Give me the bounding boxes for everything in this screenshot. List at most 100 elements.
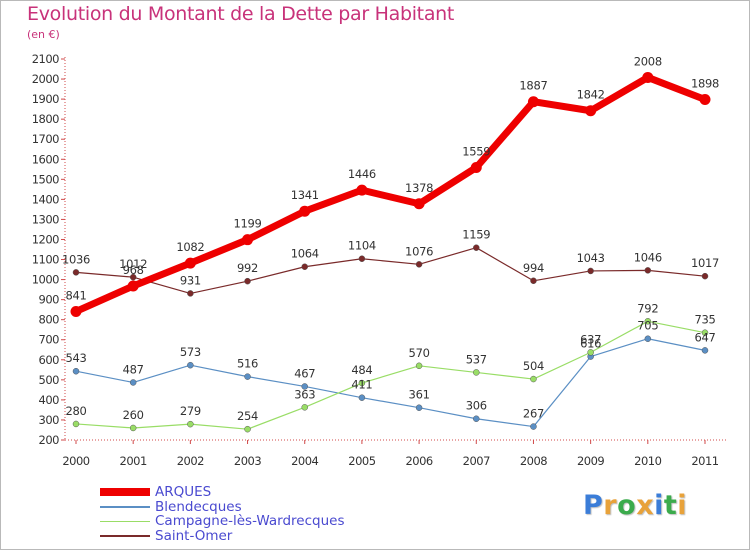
- data-point: [530, 375, 537, 383]
- data-point: [72, 420, 80, 428]
- data-point: [244, 373, 251, 380]
- y-tick-label: 800: [39, 313, 60, 327]
- data-label: 487: [123, 362, 144, 376]
- legend-swatch: [100, 520, 150, 522]
- y-tick-label: 1600: [32, 152, 59, 166]
- data-label: 1104: [348, 239, 376, 253]
- data-label: 1378: [405, 181, 433, 195]
- data-label: 1043: [577, 251, 605, 265]
- data-point: [642, 71, 654, 83]
- data-point: [701, 272, 709, 280]
- data-point: [242, 234, 254, 246]
- data-label: 968: [123, 263, 144, 277]
- x-tick-label: 2009: [577, 454, 604, 468]
- logo-letter: i: [677, 490, 688, 521]
- data-label: 279: [180, 404, 201, 418]
- data-label: 1036: [62, 252, 90, 266]
- data-point: [129, 424, 137, 432]
- legend-item: Campagne-lès-Wardrecques: [100, 514, 345, 529]
- data-label: 647: [694, 330, 715, 344]
- data-point: [356, 184, 368, 196]
- data-label: 616: [580, 337, 601, 351]
- y-tick-label: 300: [39, 413, 60, 427]
- data-point: [358, 379, 366, 387]
- legend-label: Blendecques: [155, 498, 242, 515]
- chart-subtitle: (en €): [27, 28, 60, 41]
- y-tick-label: 500: [39, 373, 60, 387]
- y-tick-label: 1100: [32, 253, 59, 267]
- data-label: 267: [523, 407, 544, 421]
- data-point: [587, 349, 594, 356]
- x-tick-label: 2002: [177, 454, 204, 468]
- y-tick-label: 1900: [32, 92, 59, 106]
- data-label: 1559: [462, 144, 490, 158]
- data-label: 1159: [462, 228, 490, 242]
- legend-label: Campagne-lès-Wardrecques: [155, 513, 345, 530]
- data-label: 467: [294, 366, 315, 380]
- data-label: 1887: [519, 79, 547, 93]
- x-tick-label: 2008: [520, 454, 547, 468]
- data-label: 1046: [634, 250, 662, 264]
- chart-legend: ARQUES Blendecques Campagne-lès-Wardrecque…: [100, 485, 345, 543]
- data-label: 260: [123, 408, 144, 422]
- legend-item: Blendecques: [100, 500, 345, 515]
- data-label: 705: [637, 319, 658, 333]
- y-tick-label: 1000: [32, 273, 59, 287]
- y-tick-label: 2100: [32, 52, 59, 66]
- data-point: [72, 367, 80, 375]
- data-label: 537: [466, 352, 487, 366]
- x-tick-label: 2003: [234, 454, 261, 468]
- data-point: [530, 423, 537, 430]
- x-tick-label: 2011: [691, 454, 718, 468]
- data-point: [644, 267, 652, 274]
- data-point: [415, 362, 423, 370]
- y-tick-label: 1500: [32, 172, 59, 186]
- data-point: [358, 255, 366, 262]
- logo-letter: P: [583, 490, 604, 521]
- y-tick-label: 1800: [32, 112, 59, 126]
- data-point: [301, 383, 308, 390]
- data-label: 1341: [291, 188, 319, 202]
- data-label: 1446: [348, 167, 376, 181]
- data-label: 1082: [176, 240, 204, 254]
- logo-letter: i: [654, 490, 664, 521]
- data-label: 504: [523, 359, 544, 373]
- legend-swatch: [100, 535, 150, 537]
- data-label: 1012: [119, 257, 147, 271]
- x-tick-label: 2007: [463, 454, 490, 468]
- data-label: 992: [237, 261, 258, 275]
- legend-swatch: [100, 506, 150, 508]
- data-label: 1199: [234, 217, 262, 231]
- data-point: [415, 404, 423, 411]
- series-line-campagne-l-s-wardrecques: [75, 320, 706, 430]
- data-label: 254: [237, 409, 258, 423]
- series-line-blendecques: [75, 338, 706, 428]
- y-tick-label: 2000: [32, 72, 59, 86]
- data-point: [585, 105, 597, 117]
- data-label: 792: [637, 301, 658, 315]
- y-tick-label: 600: [39, 353, 60, 367]
- data-point: [127, 280, 139, 292]
- data-point: [470, 161, 482, 173]
- y-tick-label: 1700: [32, 132, 59, 146]
- data-label: 543: [65, 351, 86, 365]
- data-point: [473, 415, 480, 422]
- data-point: [129, 379, 137, 386]
- data-point: [413, 198, 425, 210]
- data-point: [701, 347, 709, 354]
- data-label: 516: [237, 357, 258, 371]
- data-label: 570: [409, 346, 430, 360]
- data-point: [358, 394, 366, 401]
- logo-letter: r: [603, 490, 618, 521]
- data-point: [587, 267, 594, 275]
- series-line-arques: [72, 73, 709, 315]
- data-label: 994: [523, 261, 544, 275]
- data-label: 1842: [577, 88, 605, 102]
- data-point: [530, 277, 537, 285]
- data-point: [701, 329, 709, 336]
- data-label: 1017: [691, 256, 719, 270]
- y-tick-label: 900: [39, 293, 60, 307]
- data-point: [187, 290, 194, 297]
- data-label: 484: [351, 363, 372, 377]
- x-tick-label: 2006: [405, 454, 432, 468]
